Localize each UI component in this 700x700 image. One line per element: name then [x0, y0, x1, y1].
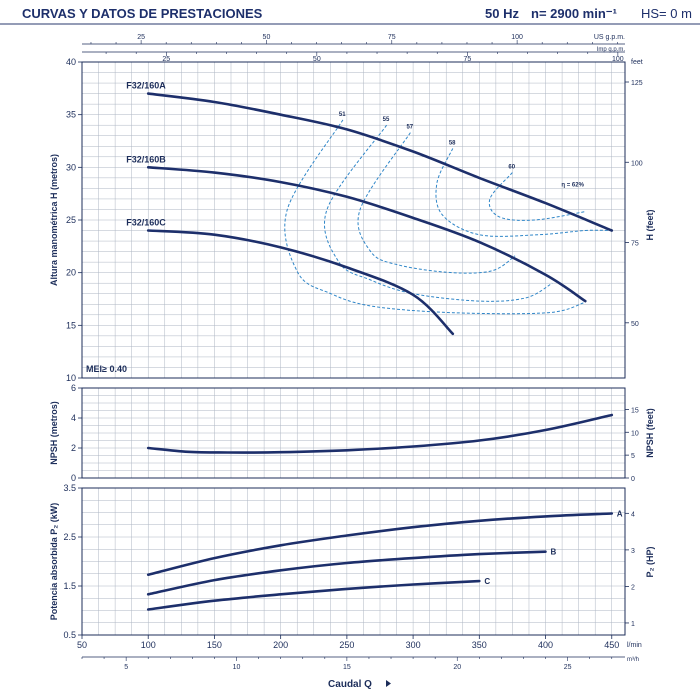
efficiency-label: 60: [508, 165, 515, 171]
efficiency-label: 51: [339, 112, 346, 118]
efficiency-curve-4: [488, 172, 586, 221]
x-tick-label: 200: [273, 640, 288, 650]
right-tick-label: 10: [631, 430, 639, 437]
npsh-y-axis-title: NPSH (metros): [49, 401, 59, 465]
us-gpm-tick-label: 25: [137, 34, 145, 41]
x-tick-label: 150: [207, 640, 222, 650]
imp-gpm-tick-label: 50: [313, 56, 321, 63]
head-right-axis-title: H (feet): [645, 209, 655, 240]
y-tick-label: 25: [66, 215, 76, 225]
x-tick-label: 50: [77, 640, 87, 650]
x-tick-label: 450: [604, 640, 619, 650]
efficiency-curve-2: [357, 132, 516, 274]
x-axis-arrow-icon: [386, 680, 391, 687]
efficiency-curve-3: [435, 148, 612, 237]
efficiency-label: 57: [406, 125, 413, 131]
head-curve-1: [146, 166, 587, 303]
head-y-axis-title: Altura manométrica H (metros): [49, 154, 59, 286]
head-curve-label: F32/160B: [126, 154, 166, 164]
right-tick-label: 3: [631, 548, 635, 555]
frequency-label: 50 Hz: [485, 6, 519, 21]
right-tick-label: 100: [631, 160, 643, 167]
x-unit-label: l/min: [627, 642, 642, 649]
us-gpm-tick-label: 100: [511, 34, 523, 41]
y-tick-label: 15: [66, 320, 76, 330]
y-tick-label: 40: [66, 57, 76, 67]
right-tick-label: 50: [631, 321, 639, 328]
x-tick-label: 250: [339, 640, 354, 650]
m3h-tick-label: 15: [343, 664, 351, 671]
m3h-tick-label: 25: [564, 664, 572, 671]
imp-gpm-tick-label: 100: [612, 56, 624, 63]
head-curve-label: F32/160A: [126, 81, 166, 91]
power-curve-1: [146, 550, 547, 596]
head-curve-label: F32/160C: [126, 218, 166, 228]
efficiency-label: 55: [383, 117, 390, 123]
power-right-axis-title: P₂ (HP): [645, 546, 655, 577]
right-tick-label: 15: [631, 407, 639, 414]
efficiency-curve-1: [324, 124, 553, 302]
page-title: CURVAS Y DATOS DE PRESTACIONES: [22, 6, 263, 21]
y-tick-label: 30: [66, 162, 76, 172]
right-tick-label: 2: [631, 584, 635, 591]
y-tick-label: 1.5: [63, 581, 76, 591]
right-tick-label: 5: [631, 453, 635, 460]
head-curve-0: [146, 92, 614, 232]
right-tick-label: 1: [631, 621, 635, 628]
y-tick-label: 6: [71, 383, 76, 393]
y-tick-label: 10: [66, 373, 76, 383]
right-tick-label: 75: [631, 241, 639, 248]
imp-gpm-tick-label: 25: [162, 56, 170, 63]
efficiency-label: 58: [449, 140, 456, 146]
y-tick-label: 3.5: [63, 483, 76, 493]
m3h-tick-label: 20: [453, 664, 461, 671]
x-tick-label: 400: [538, 640, 553, 650]
efficiency-curve-0: [284, 119, 586, 315]
npsh-panel-frame: [81, 387, 626, 479]
right-tick-label: 125: [631, 80, 643, 87]
imp-gpm-tick-label: 75: [463, 56, 471, 63]
mei-annotation: MEI≥ 0.40: [86, 364, 127, 374]
x-tick-label: 300: [406, 640, 421, 650]
m3h-tick-label: 10: [233, 664, 241, 671]
power-curve-2: [146, 579, 481, 611]
power-y-axis-title: Potencia absorbida P₂ (kW): [49, 503, 59, 621]
npsh-curve-0: [146, 413, 614, 454]
head-curve-2: [146, 229, 455, 336]
y-tick-label: 0.5: [63, 630, 76, 640]
m3h-unit-label: m³/h: [627, 657, 639, 663]
power-curve-label: B: [551, 548, 557, 557]
y-tick-label: 2.5: [63, 532, 76, 542]
us-gpm-tick-label: 50: [263, 34, 271, 41]
x-tick-label: 350: [472, 640, 487, 650]
y-tick-label: 20: [66, 268, 76, 278]
power-panel-frame: [81, 487, 626, 636]
right-tick-label: 0: [631, 476, 635, 483]
us-gpm-tick-label: 75: [388, 34, 396, 41]
speed-label: n= 2900 min⁻¹: [531, 6, 617, 21]
y-tick-label: 35: [66, 110, 76, 120]
y-tick-label: 2: [71, 443, 76, 453]
power-curve-label: A: [617, 509, 623, 518]
x-tick-label: 100: [141, 640, 156, 650]
m3h-tick-label: 5: [124, 664, 128, 671]
right-unit-label: feet: [631, 59, 643, 66]
efficiency-label: η = 62%: [561, 183, 584, 189]
us-gpm-unit: US g.p.m.: [594, 34, 625, 41]
y-tick-label: 0: [71, 473, 76, 483]
power-curve-0: [146, 512, 614, 576]
imp-gpm-unit: Imp g.p.m.: [597, 47, 626, 53]
x-axis-title: Caudal Q: [328, 679, 372, 690]
suction-height-label: HS= 0 m: [641, 6, 692, 21]
right-tick-label: 4: [631, 511, 635, 518]
y-tick-label: 4: [71, 413, 76, 423]
npsh-right-axis-title: NPSH (feet): [645, 408, 655, 458]
power-curve-label: C: [484, 577, 490, 586]
